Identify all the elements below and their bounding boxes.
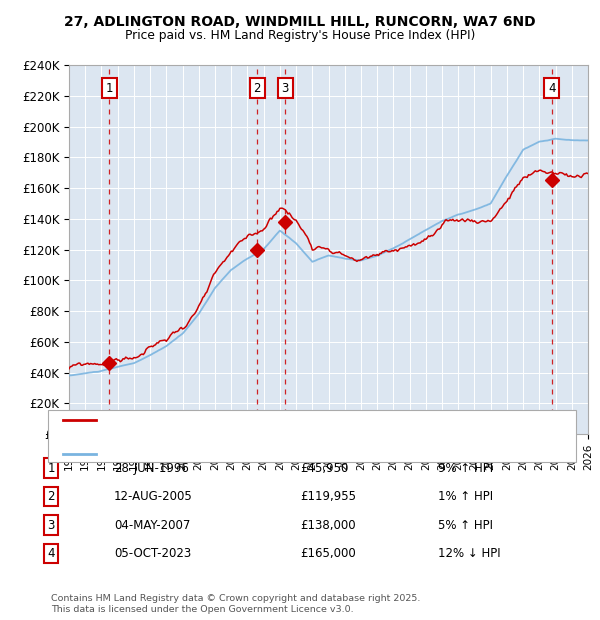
Text: £165,000: £165,000 [300, 547, 356, 560]
Text: 2: 2 [47, 490, 55, 503]
Text: 28-JUN-1996: 28-JUN-1996 [114, 462, 189, 474]
Text: 2: 2 [254, 82, 261, 95]
Text: 05-OCT-2023: 05-OCT-2023 [114, 547, 191, 560]
Text: This data is licensed under the Open Government Licence v3.0.: This data is licensed under the Open Gov… [51, 604, 353, 614]
Text: Price paid vs. HM Land Registry's House Price Index (HPI): Price paid vs. HM Land Registry's House … [125, 29, 475, 42]
Text: £138,000: £138,000 [300, 519, 356, 531]
Text: 1: 1 [106, 82, 113, 95]
Text: 4: 4 [548, 82, 556, 95]
Text: 12-AUG-2005: 12-AUG-2005 [114, 490, 193, 503]
Text: 1: 1 [47, 462, 55, 474]
Text: 3: 3 [47, 519, 55, 531]
Text: £119,955: £119,955 [300, 490, 356, 503]
Text: 04-MAY-2007: 04-MAY-2007 [114, 519, 190, 531]
Text: 9% ↑ HPI: 9% ↑ HPI [438, 462, 493, 474]
Text: 27, ADLINGTON ROAD, WINDMILL HILL, RUNCORN, WA7 6ND (semi-detached house): 27, ADLINGTON ROAD, WINDMILL HILL, RUNCO… [102, 415, 541, 425]
Text: 27, ADLINGTON ROAD, WINDMILL HILL, RUNCORN, WA7 6ND: 27, ADLINGTON ROAD, WINDMILL HILL, RUNCO… [64, 16, 536, 30]
Text: 1% ↑ HPI: 1% ↑ HPI [438, 490, 493, 503]
Text: £45,950: £45,950 [300, 462, 349, 474]
Text: 4: 4 [47, 547, 55, 560]
Text: 5% ↑ HPI: 5% ↑ HPI [438, 519, 493, 531]
Text: 3: 3 [281, 82, 289, 95]
Text: HPI: Average price, semi-detached house, Halton: HPI: Average price, semi-detached house,… [102, 449, 358, 459]
Text: 12% ↓ HPI: 12% ↓ HPI [438, 547, 500, 560]
Text: Contains HM Land Registry data © Crown copyright and database right 2025.: Contains HM Land Registry data © Crown c… [51, 593, 421, 603]
